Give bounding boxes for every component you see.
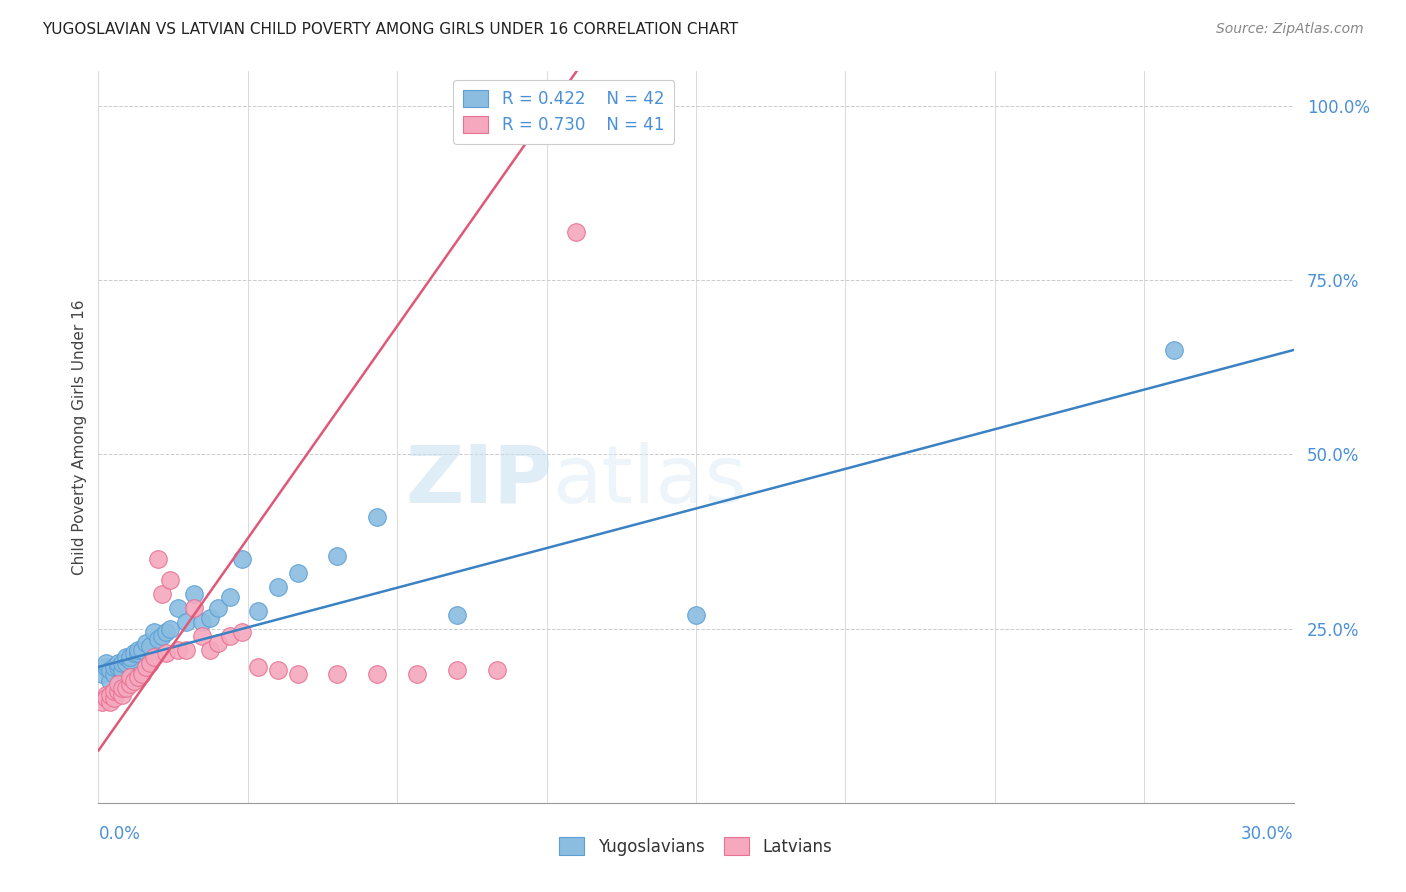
Point <box>111 657 134 671</box>
Point <box>246 604 269 618</box>
Point <box>155 646 177 660</box>
Point <box>267 664 290 678</box>
Point <box>98 673 122 688</box>
Point <box>107 677 129 691</box>
Point <box>135 635 157 649</box>
Point <box>115 657 138 671</box>
Y-axis label: Child Poverty Among Girls Under 16: Child Poverty Among Girls Under 16 <box>72 300 87 574</box>
Point <box>127 646 149 660</box>
Point <box>127 642 149 657</box>
Point <box>174 615 197 629</box>
Text: ZIP: ZIP <box>405 442 553 520</box>
Point <box>96 660 118 674</box>
Point <box>174 642 197 657</box>
Point <box>150 587 173 601</box>
Point <box>267 580 290 594</box>
Point <box>103 667 125 681</box>
Point <box>111 688 134 702</box>
Point <box>207 600 229 615</box>
Point <box>485 664 508 678</box>
Point <box>183 600 205 615</box>
Text: 30.0%: 30.0% <box>1241 825 1294 843</box>
Point <box>198 611 221 625</box>
Point <box>96 691 118 706</box>
Point <box>191 629 214 643</box>
Point <box>96 688 118 702</box>
Point <box>96 657 118 671</box>
Point <box>111 664 134 678</box>
Text: atlas: atlas <box>553 442 747 520</box>
Point <box>406 667 429 681</box>
Point <box>120 677 142 691</box>
Point <box>219 629 242 643</box>
Point <box>287 566 309 580</box>
Point <box>159 622 181 636</box>
Point <box>155 625 177 640</box>
Point <box>219 591 242 605</box>
Point <box>231 552 253 566</box>
Point <box>131 642 153 657</box>
Point <box>107 684 129 698</box>
Point <box>167 600 190 615</box>
Point <box>139 657 162 671</box>
Point <box>127 670 149 684</box>
Point <box>1163 343 1185 357</box>
Point <box>131 667 153 681</box>
Point <box>111 681 134 695</box>
Point <box>366 510 388 524</box>
Point <box>103 660 125 674</box>
Point <box>91 667 114 681</box>
Point <box>143 649 166 664</box>
Point <box>326 667 349 681</box>
Point <box>366 667 388 681</box>
Point <box>183 587 205 601</box>
Point <box>91 695 114 709</box>
Point <box>167 642 190 657</box>
Point <box>287 667 309 681</box>
Text: YUGOSLAVIAN VS LATVIAN CHILD POVERTY AMONG GIRLS UNDER 16 CORRELATION CHART: YUGOSLAVIAN VS LATVIAN CHILD POVERTY AMO… <box>42 22 738 37</box>
Point <box>124 673 146 688</box>
Point <box>120 653 142 667</box>
Point <box>198 642 221 657</box>
Point <box>115 681 138 695</box>
Point <box>685 607 707 622</box>
Text: Source: ZipAtlas.com: Source: ZipAtlas.com <box>1216 22 1364 37</box>
Point <box>326 549 349 563</box>
Point <box>124 646 146 660</box>
Point <box>246 660 269 674</box>
Point <box>103 691 125 706</box>
Point <box>98 688 122 702</box>
Point <box>120 649 142 664</box>
Point <box>98 695 122 709</box>
Point <box>446 664 468 678</box>
Point <box>231 625 253 640</box>
Point <box>148 552 170 566</box>
Point <box>159 573 181 587</box>
Point <box>150 629 173 643</box>
Point <box>446 607 468 622</box>
Point <box>107 660 129 674</box>
Point <box>191 615 214 629</box>
Point <box>139 639 162 653</box>
Text: 0.0%: 0.0% <box>98 825 141 843</box>
Point <box>98 664 122 678</box>
Point <box>207 635 229 649</box>
Point <box>143 625 166 640</box>
Point <box>103 684 125 698</box>
Point <box>120 670 142 684</box>
Point <box>107 657 129 671</box>
Point <box>115 649 138 664</box>
Point <box>565 225 588 239</box>
Legend: Yugoslavians, Latvians: Yugoslavians, Latvians <box>551 830 841 864</box>
Point <box>135 660 157 674</box>
Point <box>148 632 170 646</box>
